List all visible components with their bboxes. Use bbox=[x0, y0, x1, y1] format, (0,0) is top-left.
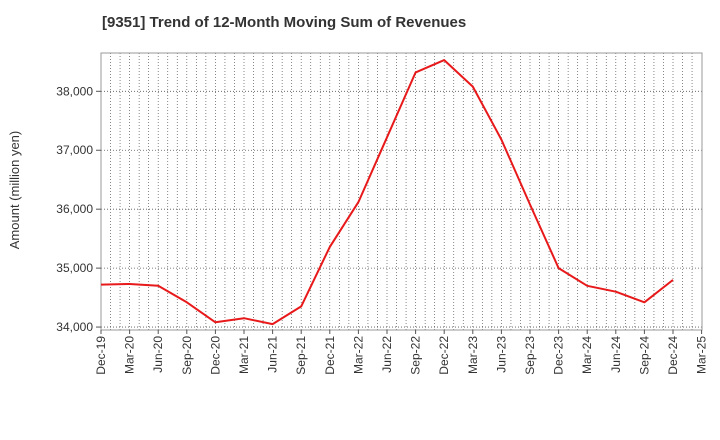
x-tick-label: Dec-23 bbox=[552, 336, 566, 375]
x-tick-label: Mar-24 bbox=[580, 336, 594, 374]
series-line bbox=[100, 59, 674, 326]
y-tick-label: 34,000 bbox=[56, 320, 93, 334]
x-tick-label: Sep-22 bbox=[409, 336, 423, 375]
y-tick-label: 37,000 bbox=[56, 143, 93, 157]
x-tick-label: Dec-24 bbox=[666, 336, 680, 375]
x-tick-label: Mar-25 bbox=[695, 336, 709, 374]
y-tick-label: 35,000 bbox=[56, 261, 93, 275]
x-tick-label: Dec-21 bbox=[323, 336, 337, 375]
x-tick-label: Jun-20 bbox=[151, 336, 165, 373]
x-tick-label: Dec-20 bbox=[208, 336, 222, 375]
x-tick-label: Dec-19 bbox=[94, 336, 108, 375]
x-tick-label: Mar-20 bbox=[123, 336, 137, 374]
x-tick-label: Sep-24 bbox=[637, 336, 651, 375]
plot-area-frame bbox=[100, 52, 703, 331]
y-axis-ticks: 34,000 35,000 36,000 37,000 38,000 bbox=[56, 84, 101, 334]
horizontal-grid bbox=[101, 90, 702, 328]
x-tick-label: Sep-20 bbox=[180, 336, 194, 375]
x-tick-label: Jun-24 bbox=[609, 336, 623, 373]
x-tick-label: Mar-22 bbox=[351, 336, 365, 374]
x-tick-label: Sep-21 bbox=[294, 336, 308, 375]
x-tick-label: Jun-23 bbox=[494, 336, 508, 373]
x-tick-label: Jun-22 bbox=[380, 336, 394, 373]
y-tick-label: 38,000 bbox=[56, 84, 93, 98]
y-tick-label: 36,000 bbox=[56, 202, 93, 216]
x-tick-label: Sep-23 bbox=[523, 336, 537, 375]
x-tick-label: Mar-21 bbox=[237, 336, 251, 374]
y-axis-title: Amount (million yen) bbox=[7, 131, 22, 250]
x-tick-label: Jun-21 bbox=[266, 336, 280, 373]
x-tick-label: Mar-23 bbox=[466, 336, 480, 374]
chart-title: [9351] Trend of 12-Month Moving Sum of R… bbox=[102, 14, 467, 31]
vertical-grid bbox=[110, 53, 693, 330]
x-axis-ticks: Dec-19 Mar-20 Jun-20 Sep-20 Dec-20 Mar-21 Jun-… bbox=[94, 330, 709, 375]
series-layer bbox=[100, 59, 674, 326]
x-tick-label: Dec-22 bbox=[437, 336, 451, 375]
